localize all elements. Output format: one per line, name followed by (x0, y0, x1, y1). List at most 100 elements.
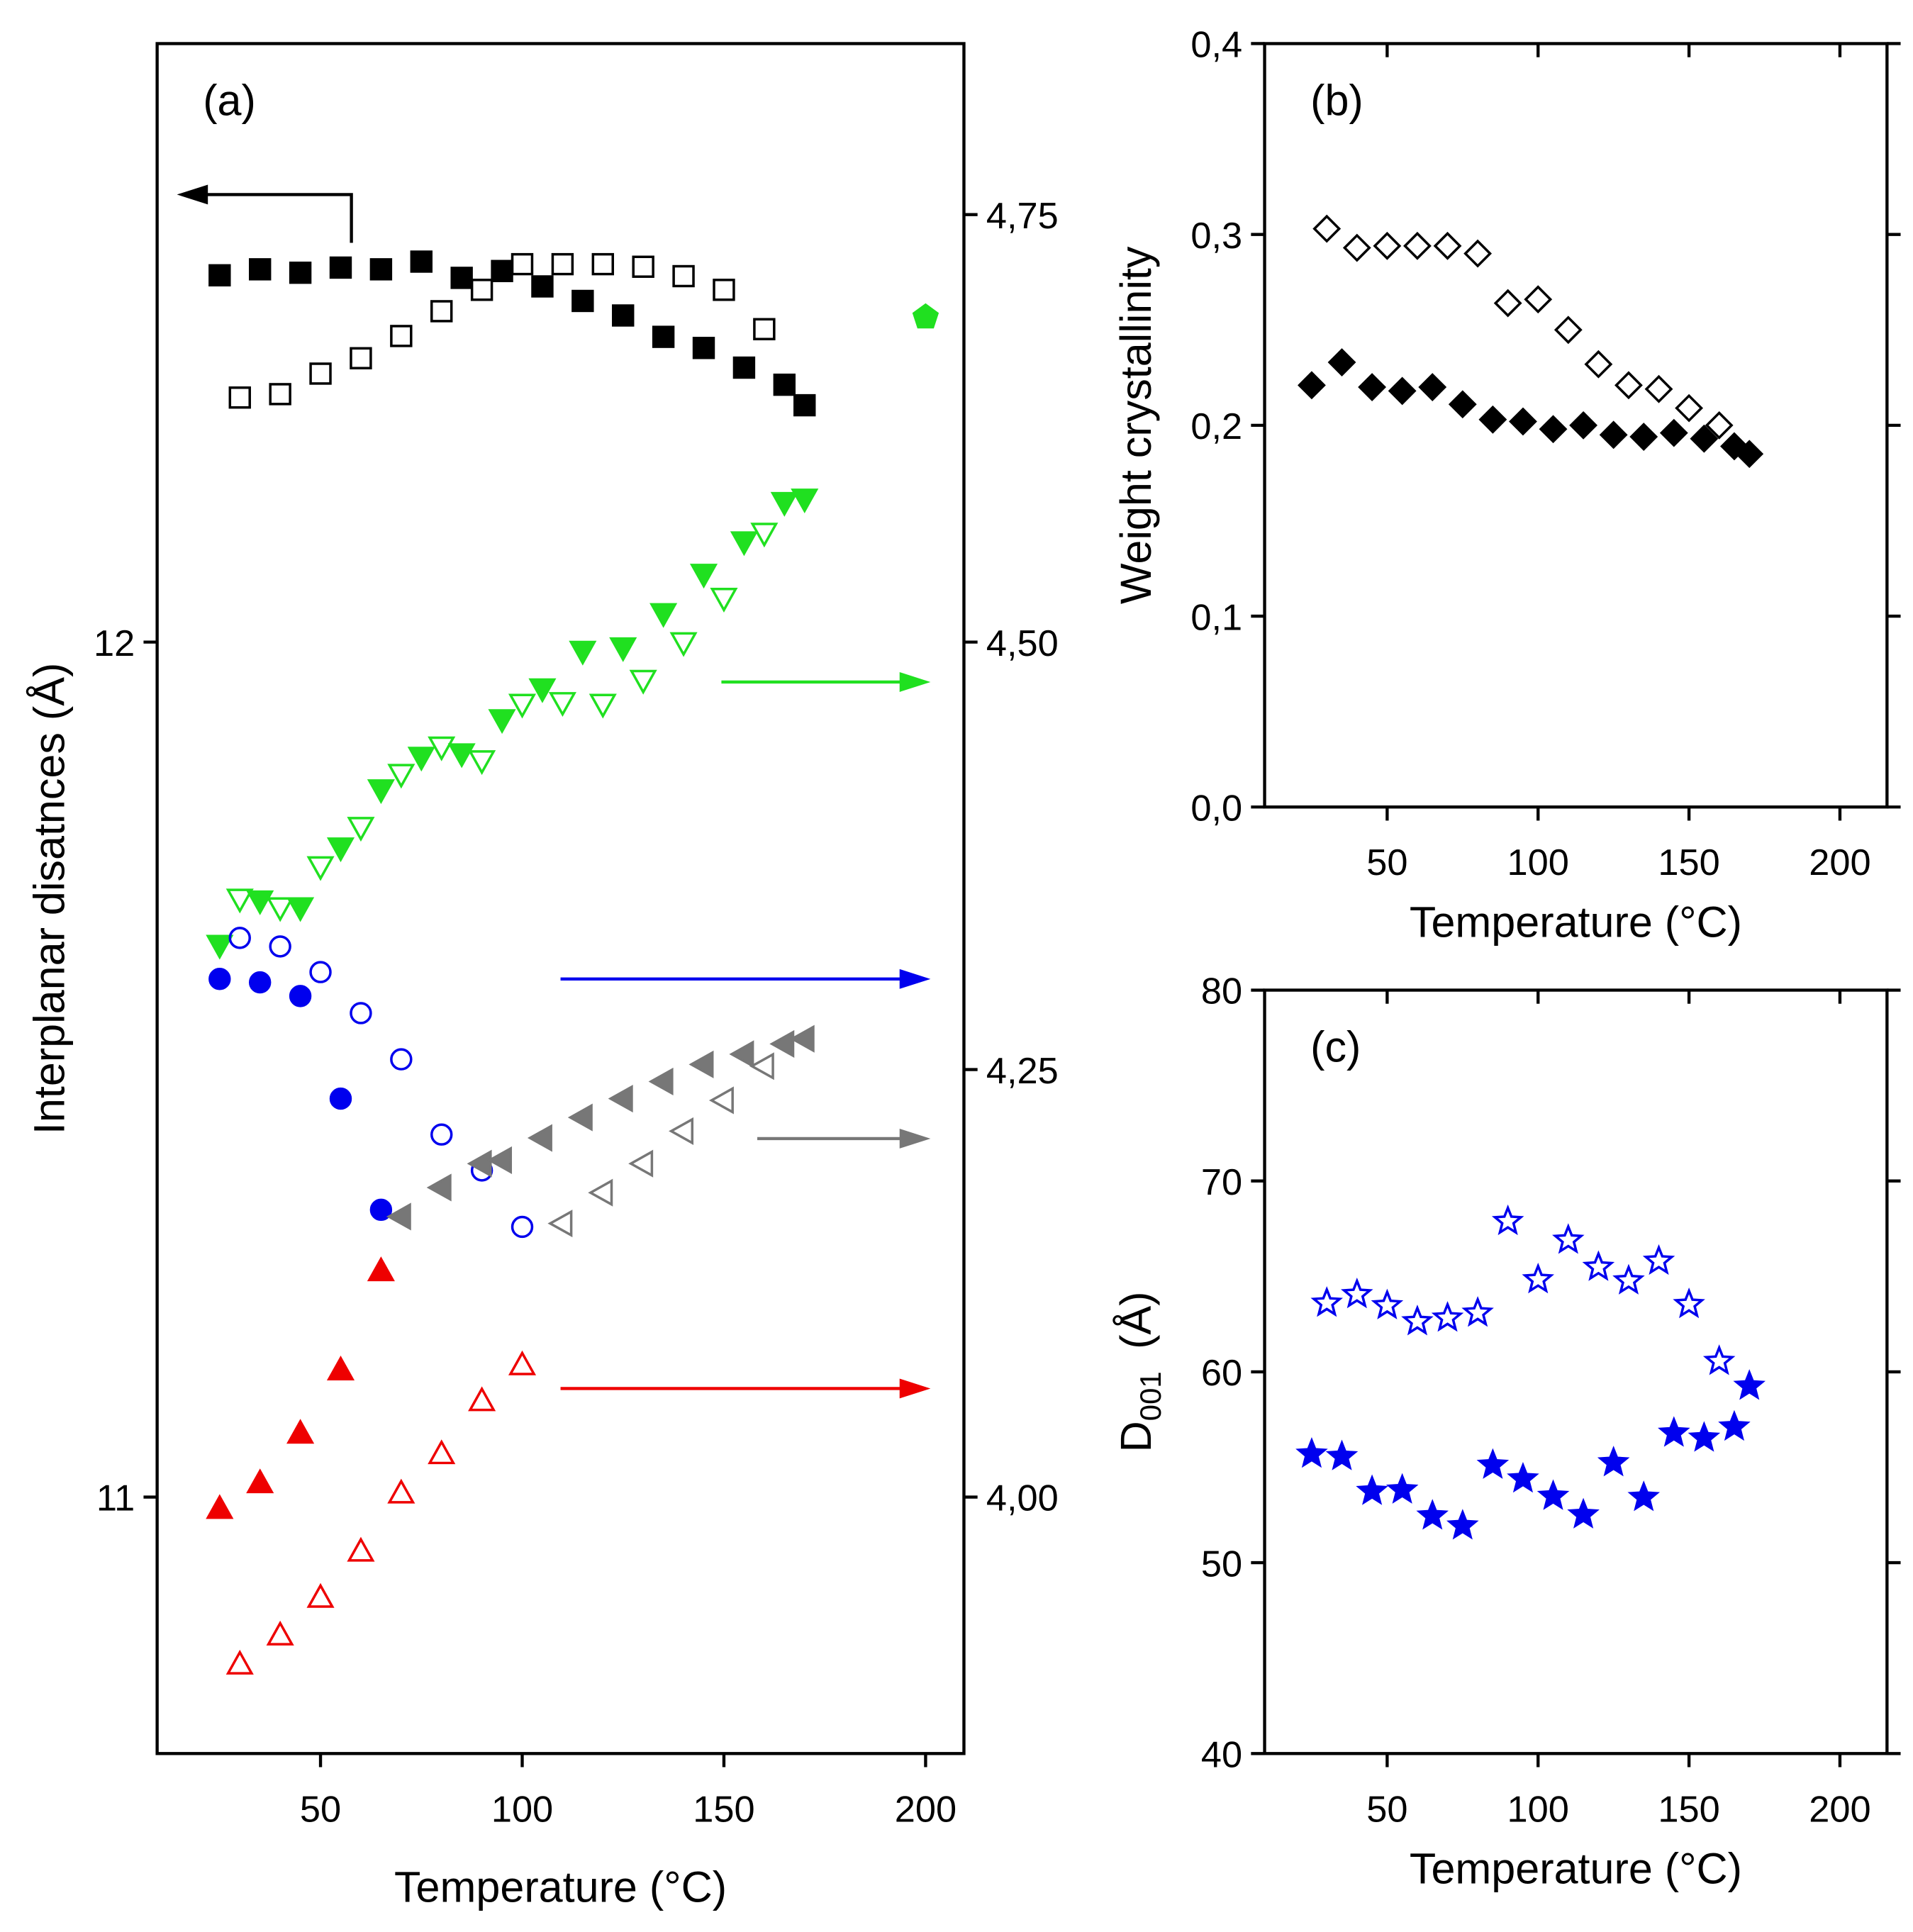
data-point (912, 303, 939, 329)
data-point (447, 743, 476, 769)
y2-tick-label: 4,50 (986, 623, 1059, 664)
data-point (1509, 407, 1537, 436)
data-point (306, 1582, 335, 1608)
data-point (1446, 1509, 1479, 1540)
data-point (729, 1040, 754, 1068)
data-point (206, 934, 234, 960)
data-point (1418, 373, 1447, 401)
data-point (669, 632, 698, 657)
data-point (773, 373, 796, 396)
y-tick-label: 80 (1201, 971, 1242, 1012)
data-point (708, 1086, 734, 1115)
data-point (1690, 424, 1719, 453)
data-point (1478, 405, 1507, 434)
data-point (1644, 374, 1673, 403)
x-tick-label: 100 (1507, 842, 1569, 883)
data-point (1356, 1474, 1388, 1505)
data-point (1614, 371, 1643, 400)
data-point (1659, 418, 1688, 447)
y-tick-label: 11 (96, 1478, 135, 1519)
data-point (547, 1210, 573, 1238)
x-tick-label: 100 (491, 1789, 553, 1830)
data-point (1733, 1369, 1766, 1400)
data-point (369, 1198, 393, 1222)
y-tick-label: 0,1 (1190, 597, 1242, 638)
data-point (1431, 1301, 1464, 1332)
data-point (628, 1149, 654, 1178)
data-point (326, 837, 355, 863)
data-point (428, 736, 456, 761)
data-point (688, 1050, 714, 1078)
data-point (609, 637, 637, 662)
data-point (430, 300, 453, 323)
data-point (430, 1123, 453, 1146)
data-point (551, 252, 574, 276)
data-point (347, 1536, 375, 1562)
data-point (491, 259, 513, 282)
data-point (1416, 1499, 1449, 1530)
data-point (225, 888, 254, 914)
data-point (206, 1494, 234, 1519)
data-point (1327, 348, 1356, 376)
data-point (1584, 350, 1613, 379)
data-point (1629, 423, 1658, 451)
y-axis-label: Interplanar disatnces (Å) (26, 663, 74, 1134)
data-point (567, 1103, 593, 1132)
x-tick-label: 50 (1366, 1789, 1407, 1830)
data-point (367, 1256, 395, 1282)
data-point (309, 362, 332, 385)
arrows (177, 184, 931, 1399)
panel: 50 100 150 200 0,0 0,1 0,2 0,3 0,4 Temperature (°… (1112, 25, 1901, 946)
y-axis-label-sub: 001 (1134, 1371, 1167, 1421)
data-point (225, 1649, 254, 1675)
data-point (793, 393, 816, 417)
data-point (531, 275, 554, 298)
data-point (508, 1350, 537, 1375)
data-point (386, 1202, 411, 1231)
arrow-left-axis (188, 193, 353, 243)
data-point (648, 1067, 674, 1096)
data-point (1341, 1277, 1373, 1309)
data-point (390, 1048, 413, 1071)
arrow-head (899, 1378, 931, 1399)
y-tick-label: 50 (1201, 1543, 1242, 1585)
data-point (367, 779, 395, 805)
data-point (426, 1173, 452, 1202)
data-point (1463, 239, 1493, 268)
data-point (1493, 289, 1522, 318)
data-point (1536, 1479, 1570, 1510)
data-point (732, 356, 756, 379)
arrow-head (899, 672, 931, 692)
data-point (1373, 231, 1402, 260)
x-tick-label: 200 (895, 1789, 956, 1830)
data-point (692, 337, 715, 359)
data-point (689, 564, 718, 589)
data-point (508, 693, 537, 719)
data-point (347, 817, 375, 842)
data-point (750, 523, 779, 548)
y-tick-label: 0,2 (1190, 406, 1242, 447)
data-point (1461, 1296, 1494, 1327)
data-point (407, 747, 435, 772)
data-point (249, 971, 272, 994)
data-point (269, 383, 291, 406)
data-point (428, 1439, 456, 1465)
data-point (450, 267, 473, 289)
data-point (1433, 231, 1462, 260)
data-point (1554, 316, 1583, 345)
data-point (1705, 411, 1734, 440)
data-point (468, 750, 496, 776)
y2-tick-label: 4,00 (986, 1478, 1059, 1519)
data-point (470, 279, 493, 301)
data-point (511, 252, 534, 276)
data-point (329, 256, 352, 279)
data-point (350, 1002, 372, 1024)
data-point (269, 935, 291, 958)
data-point (487, 1146, 513, 1174)
data-point (326, 1356, 355, 1381)
data-point (246, 1468, 274, 1494)
data-point (608, 1085, 633, 1113)
panel-label: (a) (203, 77, 256, 125)
data-point (511, 1215, 534, 1239)
data-point (713, 279, 735, 301)
